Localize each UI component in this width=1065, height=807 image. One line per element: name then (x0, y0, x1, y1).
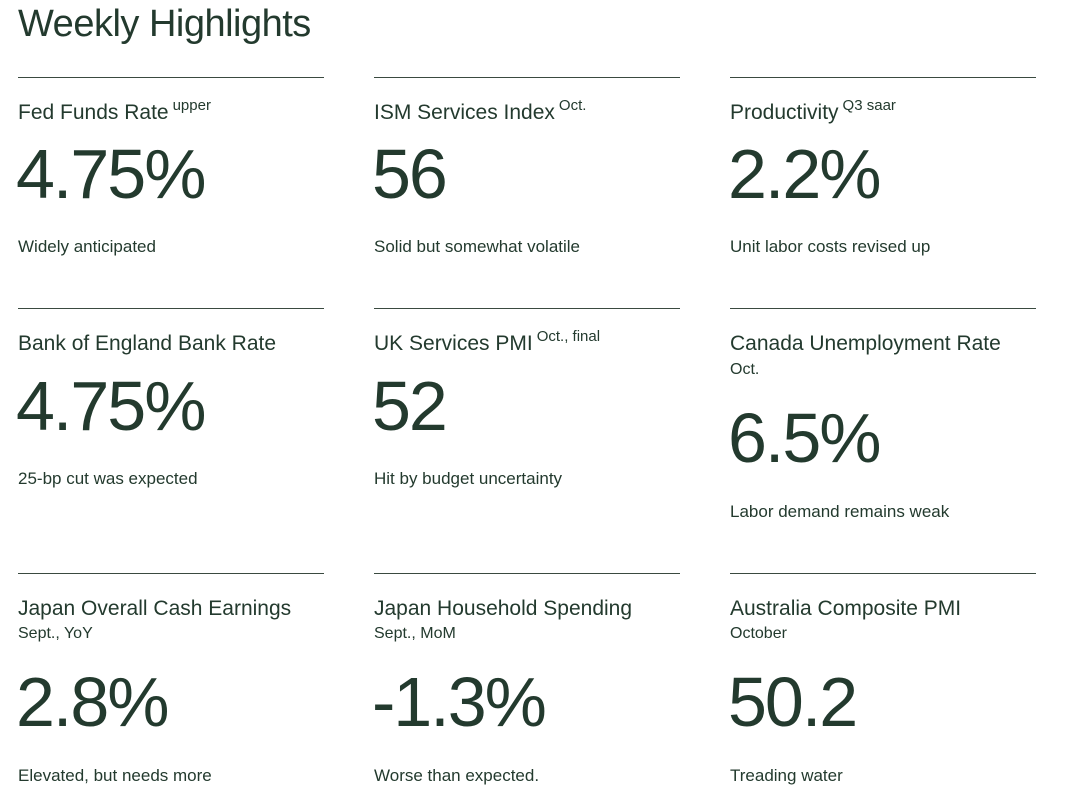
card-label: Productivity Q3 saar (730, 97, 896, 128)
card-label-text: Australia Composite PMI (730, 597, 962, 620)
card-label: ISM Services Index Oct. (374, 97, 587, 128)
card-label: Fed Funds Rate upper (18, 97, 211, 128)
highlight-card-bank-of-england-bank-rate: Bank of England Bank Rate 4.75% 25-bp cu… (16, 308, 324, 549)
card-label-text: UK Services PMI (374, 332, 533, 355)
highlight-card-canada-unemployment-rate: Canada Unemployment Rate Oct. 6.5% Labor… (728, 308, 1036, 549)
card-label: Japan Household Spending (374, 596, 632, 622)
page-title: Weekly Highlights (18, 3, 311, 45)
card-note: 25-bp cut was expected (18, 469, 198, 488)
card-note: Solid but somewhat volatile (374, 237, 581, 256)
highlight-card-japan-overall-cash-earnings: Japan Overall Cash Earnings Sept., YoY 2… (16, 573, 324, 804)
card-note: Labor demand remains weak (730, 502, 950, 521)
card-value: 2.8% (16, 663, 170, 741)
card-note: Unit labor costs revised up (730, 237, 931, 256)
card-qualifier: Oct. (558, 97, 587, 114)
card-label: Bank of England Bank Rate (18, 331, 276, 357)
card-value: 52 (372, 367, 448, 445)
card-label: UK Services PMI Oct., final (374, 328, 601, 359)
card-subtitle: Oct. (730, 361, 760, 378)
highlight-card-ism-services-index: ISM Services Index Oct. 56 Solid but some… (372, 77, 680, 278)
card-label-text: Fed Funds Rate (18, 101, 169, 124)
card-label-text: ISM Services Index (374, 101, 555, 124)
card-value: 2.2% (728, 135, 882, 213)
card-qualifier: Q3 saar (842, 97, 896, 114)
card-value: 4.75% (16, 367, 206, 445)
card-subtitle: Sept., YoY (18, 625, 93, 642)
highlight-card-productivity: Productivity Q3 saar 2.2% Unit labor cost… (728, 77, 1036, 278)
card-note: Treading water (730, 766, 843, 785)
card-note: Hit by budget uncertainty (374, 469, 563, 488)
highlight-card-australia-composite-pmi: Australia Composite PMI October 50.2 Tre… (728, 573, 1036, 804)
card-label-text: Productivity (730, 101, 839, 124)
card-note: Worse than expected. (374, 766, 540, 785)
card-value: 56 (372, 135, 448, 213)
card-value: 6.5% (728, 399, 882, 477)
card-qualifier: upper (172, 97, 211, 114)
card-label: Canada Unemployment Rate (730, 331, 1001, 357)
card-value: 4.75% (16, 135, 206, 213)
card-note: Elevated, but needs more (18, 766, 212, 785)
card-value: -1.3% (372, 663, 547, 741)
card-label-text: Japan Household Spending (374, 597, 633, 620)
card-value: 50.2 (728, 663, 858, 741)
card-label: Australia Composite PMI (730, 596, 961, 622)
card-subtitle: Sept., MoM (374, 625, 456, 642)
card-subtitle: October (730, 625, 787, 642)
highlight-card-uk-services-pmi: UK Services PMI Oct., final 52 Hit by bud… (372, 308, 680, 549)
card-qualifier: Oct., final (536, 328, 601, 345)
card-label: Japan Overall Cash Earnings (18, 596, 291, 622)
highlight-card-fed-funds-rate: Fed Funds Rate upper 4.75% Widely anticip… (16, 77, 324, 278)
card-label-text: Canada Unemployment Rate (730, 332, 1001, 355)
card-note: Widely anticipated (18, 237, 156, 256)
card-label-text: Japan Overall Cash Earnings (18, 597, 292, 620)
highlight-card-japan-household-spending: Japan Household Spending Sept., MoM -1.3… (372, 573, 680, 804)
card-label-text: Bank of England Bank Rate (18, 332, 277, 355)
